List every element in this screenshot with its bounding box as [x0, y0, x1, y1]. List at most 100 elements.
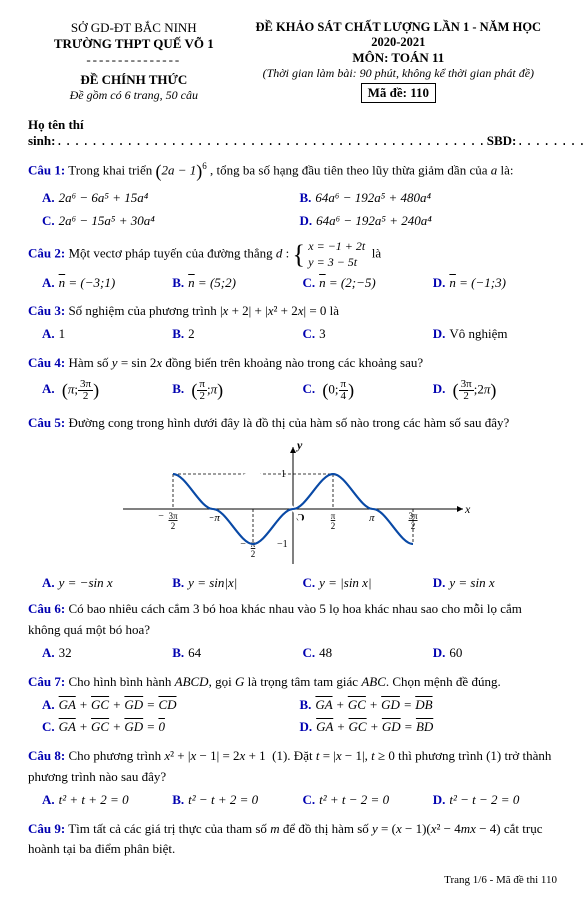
q3-label: Câu 3:	[28, 303, 65, 318]
svg-text:3π: 3π	[168, 511, 178, 521]
subject: MÔN: TOÁN 11	[240, 50, 557, 66]
exam-title: ĐỀ KHẢO SÁT CHẤT LƯỢNG LẦN 1 - NĂM HỌC 2…	[240, 20, 557, 50]
opt-c: C.	[42, 719, 55, 734]
svg-text:3π: 3π	[408, 511, 418, 521]
opt-a: A.	[42, 792, 55, 807]
page-note: Đề gồm có 6 trang, 50 câu	[28, 88, 240, 103]
opt-c: C.	[303, 381, 316, 396]
q2-system: x = −1 + 2t y = 3 − 5t	[308, 239, 365, 270]
opt-c: C.	[303, 645, 316, 660]
sbd-dots: ..............................	[516, 134, 585, 149]
q8-label: Câu 8:	[28, 748, 65, 763]
q6-opts: A. 32 B. 64 C.48 D.60	[42, 643, 557, 664]
svg-text:x: x	[464, 502, 471, 516]
opt-a: A.	[42, 645, 55, 660]
q5-a: y = −sin x	[59, 575, 113, 590]
q1-d: 64a⁶ − 192a⁵ + 240a⁴	[316, 213, 432, 228]
q6-c: 48	[319, 645, 332, 660]
q5-opts: A.y = −sin x B.y = sin|x| C.y = |sin x| …	[42, 575, 557, 591]
opt-c: C.	[42, 213, 55, 228]
sine-graph: x y O 1 −1 −π π − 3π 2 − π 2 π 2 3π 2	[113, 439, 473, 569]
q1-text1: Trong khai triển	[68, 162, 155, 177]
q1-c: 2a⁶ − 15a⁵ + 30a⁴	[59, 213, 155, 228]
q8-text: Cho phương trình x² + |x − 1| = 2x + 1 (…	[28, 748, 551, 784]
opt-c: C.	[303, 792, 316, 807]
q6-b: 64	[188, 645, 201, 660]
question-1: Câu 1: Trong khai triển (2a − 1)6 , tổng…	[28, 157, 557, 231]
exam-code: Mã đề: 110	[361, 83, 436, 103]
opt-b: B.	[172, 575, 184, 590]
q2-opts: A.n = (−3;1) B.n = (5;2) C.n = (2;−5) D.…	[42, 273, 557, 294]
question-5: Câu 5: Đường cong trong hình dưới đây là…	[28, 413, 557, 434]
opt-d: D.	[433, 575, 446, 590]
q2-d: d	[276, 246, 283, 261]
q5-text: Đường cong trong hình dưới đây là đồ thị…	[68, 415, 509, 430]
svg-text:y: y	[295, 439, 303, 452]
q3-opts: A.1 B.2 C.3 D.Vô nghiệm	[42, 324, 557, 345]
svg-text:−1: −1	[277, 539, 288, 550]
q1-row1: A.2a⁶ − 6a⁵ + 15a⁴ B.64a⁶ − 192a⁵ + 480a…	[42, 188, 557, 209]
q6-label: Câu 6:	[28, 601, 65, 616]
question-6: Câu 6: Có bao nhiêu cách cắm 3 bó hoa kh…	[28, 599, 557, 663]
opt-d: D.	[300, 213, 313, 228]
dept: SỞ GD-ĐT BẮC NINH	[28, 20, 240, 36]
opt-b: B.	[172, 326, 184, 341]
school: TRƯỜNG THPT QUẾ VÕ 1	[28, 36, 240, 52]
q2-text1: Một vectơ pháp tuyến của đường thẳng	[68, 246, 275, 261]
q5-c: y = |sin x|	[319, 575, 371, 590]
q2-text2: là	[372, 246, 381, 261]
q6-text: Có bao nhiêu cách cắm 3 bó hoa khác nhau…	[28, 601, 522, 637]
svg-text:2: 2	[410, 521, 415, 531]
opt-a: A.	[42, 381, 55, 396]
q2-sys1: x = −1 + 2t	[308, 239, 365, 253]
opt-d: D.	[300, 719, 313, 734]
q3-d: Vô nghiệm	[449, 326, 507, 341]
question-4: Câu 4: Hàm số y = sin 2x đồng biến trên …	[28, 353, 557, 405]
q6-a: 32	[59, 645, 72, 660]
opt-b: B.	[172, 792, 184, 807]
q1-a: 2a⁶ − 6a⁵ + 15a⁴	[59, 190, 149, 205]
opt-b: B.	[300, 697, 312, 712]
question-8: Câu 8: Cho phương trình x² + |x − 1| = 2…	[28, 746, 557, 810]
graph: x y O 1 −1 −π π − 3π 2 − π 2 π 2 3π 2	[28, 439, 557, 569]
q1-expr: 2a − 1	[162, 162, 197, 177]
q8-d: t² − t − 2 = 0	[449, 792, 519, 807]
opt-d: D.	[433, 645, 446, 660]
opt-a: A.	[42, 697, 55, 712]
question-2: Câu 2: Một vectơ pháp tuyến của đường th…	[28, 239, 557, 293]
q4-label: Câu 4:	[28, 355, 65, 370]
q6-d: 60	[449, 645, 462, 660]
name-dots: ........................................…	[55, 134, 486, 149]
q1-text3: là:	[497, 162, 513, 177]
q5-label: Câu 5:	[28, 415, 65, 430]
q7-row2: C.GA + GC + GD = 0 D.GA + GC + GD = BD	[42, 717, 557, 738]
q1-text2: , tổng ba số hạng đầu tiên theo lũy thừa…	[210, 162, 491, 177]
q5-b: y = sin|x|	[188, 575, 237, 590]
q1-b: 64a⁶ − 192a⁵ + 480a⁴	[315, 190, 431, 205]
question-9: Câu 9: Tìm tất cả các giá trị thực của t…	[28, 819, 557, 861]
q3-c: 3	[319, 326, 326, 341]
q2-label: Câu 2:	[28, 246, 65, 261]
sbd-label: SBD:	[487, 133, 517, 148]
header-right: ĐỀ KHẢO SÁT CHẤT LƯỢNG LẦN 1 - NĂM HỌC 2…	[240, 20, 557, 103]
opt-d: D.	[433, 792, 446, 807]
q8-a: t² + t + 2 = 0	[59, 792, 129, 807]
footer: Trang 1/6 - Mã đề thi 110	[28, 874, 557, 886]
opt-d: D.	[433, 326, 446, 341]
opt-b: B.	[172, 381, 184, 396]
opt-a: A.	[42, 326, 55, 341]
q8-c: t² + t − 2 = 0	[319, 792, 389, 807]
q2-sys2: y = 3 − 5t	[308, 255, 357, 269]
svg-text:π: π	[330, 511, 335, 521]
svg-text:2: 2	[170, 521, 175, 531]
svg-text:−: −	[158, 511, 164, 522]
separator: ---------------	[28, 52, 240, 68]
q3-text: Số nghiệm của phương trình |x + 2| + |x²…	[68, 303, 339, 318]
opt-b: B.	[172, 645, 184, 660]
q1-pow: 6	[202, 161, 207, 171]
time-note: (Thời gian làm bài: 90 phút, không kể th…	[240, 66, 557, 81]
name-row: Họ tên thí sinh:........................…	[28, 117, 557, 149]
opt-c: C.	[303, 275, 316, 290]
opt-b: B.	[300, 190, 312, 205]
q3-b: 2	[188, 326, 195, 341]
